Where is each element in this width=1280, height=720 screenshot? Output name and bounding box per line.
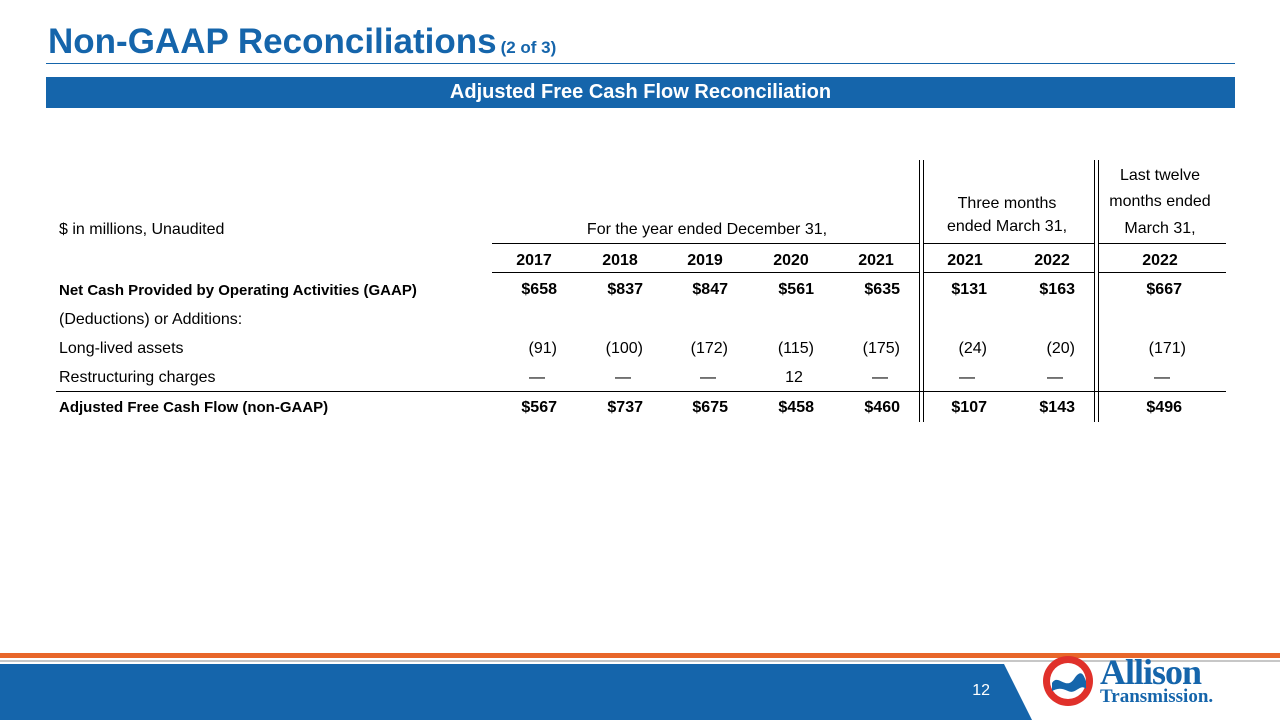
column-header: 2021 — [947, 252, 983, 269]
quarter-group-header-line1: Three months — [957, 195, 1057, 212]
header-rule-ltm — [1098, 243, 1226, 244]
logo-wordmark-transmission: Transmission. — [1100, 686, 1214, 707]
divider-quarter-left-1 — [919, 160, 920, 422]
table-cell: — — [959, 369, 975, 386]
total-rule — [56, 391, 1226, 392]
table-cell: $163 — [1039, 281, 1075, 298]
table-cell: — — [1047, 369, 1063, 386]
row-label: Restructuring charges — [59, 369, 216, 386]
units-label: $ in millions, Unaudited — [59, 221, 225, 238]
ltm-group-header-line3: March 31, — [1124, 220, 1196, 237]
logo-wordmark-allison: Allison — [1100, 652, 1202, 692]
table-cell: $131 — [951, 281, 987, 298]
table-cell: — — [615, 369, 631, 386]
table-cell: (175) — [862, 340, 900, 357]
year-rule-quarter — [923, 272, 1094, 273]
table-cell: $567 — [521, 399, 557, 416]
column-header: 2019 — [687, 252, 723, 269]
column-header: 2018 — [602, 252, 638, 269]
footer-gray-stripe — [0, 660, 1280, 662]
column-header: 2020 — [773, 252, 809, 269]
divider-quarter-left-2 — [923, 160, 924, 422]
table-cell: (100) — [605, 340, 643, 357]
table-cell: (91) — [528, 340, 557, 357]
table-cell: (24) — [958, 340, 987, 357]
column-header: 2022 — [1034, 252, 1070, 269]
row-label: Long-lived assets — [59, 340, 184, 357]
header-rule-quarter — [923, 243, 1094, 244]
table-cell: (171) — [1148, 340, 1186, 357]
column-header: 2022 — [1142, 252, 1178, 269]
table-cell: (172) — [690, 340, 728, 357]
title-underline — [46, 63, 1235, 64]
table-cell: — — [872, 369, 888, 386]
table-cell: $635 — [864, 281, 900, 298]
year-rule-annual — [492, 272, 919, 273]
page-title-text: Non-GAAP Reconciliations — [48, 22, 497, 61]
table-cell: — — [1154, 369, 1170, 386]
annual-group-header: For the year ended December 31, — [586, 221, 828, 238]
table-cell: — — [529, 369, 545, 386]
allison-logo-icon — [1043, 656, 1093, 706]
section-banner: Adjusted Free Cash Flow Reconciliation — [46, 77, 1235, 108]
column-header: 2017 — [516, 252, 552, 269]
table-cell: $460 — [864, 399, 900, 416]
table-cell: $667 — [1146, 281, 1182, 298]
divider-ltm-left-1 — [1094, 160, 1095, 422]
quarter-group-header-line2: ended March 31, — [946, 218, 1068, 235]
table-cell: $496 — [1146, 399, 1182, 416]
table-cell: $561 — [778, 281, 814, 298]
table-cell: (115) — [777, 340, 814, 357]
ltm-group-header-line2: months ended — [1109, 193, 1211, 210]
table-cell: $658 — [521, 281, 557, 298]
page-number: 12 — [972, 682, 990, 699]
table-cell: $458 — [778, 399, 814, 416]
table-cell: — — [700, 369, 716, 386]
row-label: Net Cash Provided by Operating Activitie… — [59, 282, 417, 299]
table-cell: $107 — [951, 399, 987, 416]
page-title: Non-GAAP Reconciliations (2 of 3) — [48, 22, 556, 62]
column-header: 2021 — [858, 252, 894, 269]
ltm-group-header-line1: Last twelve — [1119, 167, 1201, 184]
divider-ltm-left-2 — [1098, 160, 1099, 422]
table-cell: $847 — [692, 281, 728, 298]
table-cell: 12 — [785, 369, 803, 386]
year-rule-ltm — [1098, 272, 1226, 273]
footer-orange-stripe — [0, 653, 1280, 658]
table-cell: $737 — [607, 399, 643, 416]
table-cell: $837 — [607, 281, 643, 298]
row-label: Adjusted Free Cash Flow (non-GAAP) — [59, 399, 329, 416]
row-label: (Deductions) or Additions: — [59, 311, 243, 328]
header-rule-annual — [492, 243, 919, 244]
table-cell: $675 — [692, 399, 728, 416]
page-title-suffix: (2 of 3) — [500, 38, 557, 57]
table-cell: $143 — [1039, 399, 1075, 416]
table-cell: (20) — [1046, 340, 1075, 357]
